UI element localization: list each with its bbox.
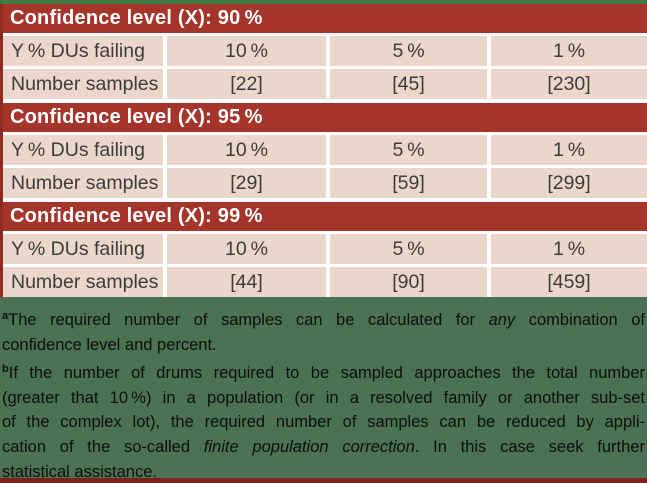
- footnote-b-line-2: (greater that 10 %) in a population (or …: [2, 386, 645, 411]
- table-row: Number samples [29] [59] [299]: [0, 168, 647, 198]
- footnote-text: cation of the so-called: [2, 437, 204, 456]
- number-samples-value: [459]: [491, 267, 647, 297]
- table-block-95: Confidence level (X): 95 % Y % DUs faili…: [0, 103, 647, 198]
- row-label-dus-failing: Y % DUs failing: [0, 135, 163, 165]
- table-row: Y % DUs failing 10 % 5 % 1 %: [0, 135, 647, 165]
- row-label-number-samples: Number samples: [0, 69, 163, 99]
- number-samples-value: [299]: [491, 168, 647, 198]
- table-row: Y % DUs failing 10 % 5 % 1 %: [0, 36, 647, 66]
- footnote-text: combination of: [515, 311, 645, 329]
- dus-failing-value: 1 %: [491, 135, 647, 165]
- row-label-dus-failing: Y % DUs failing: [0, 36, 163, 66]
- number-samples-value: [90]: [330, 267, 487, 297]
- footnote-text: . In this case seek further: [414, 437, 645, 456]
- dus-failing-value: 5 %: [330, 36, 487, 66]
- row-label-number-samples: Number samples: [0, 267, 163, 297]
- footnote-text: If the number of drums required to be sa…: [8, 364, 645, 383]
- footnote-b-marker: b: [2, 363, 9, 376]
- dus-failing-value: 5 %: [330, 135, 487, 165]
- number-samples-value: [230]: [491, 69, 647, 99]
- dus-failing-value: 10 %: [167, 36, 326, 66]
- table-row: Y % DUs failing 10 % 5 % 1 %: [0, 234, 647, 264]
- footnotes-section: aThe required number of samples can be c…: [0, 297, 647, 483]
- number-samples-value: [22]: [167, 69, 326, 99]
- table-row: Number samples [22] [45] [230]: [0, 69, 647, 99]
- block-99-header: Confidence level (X): 99 %: [0, 202, 647, 231]
- row-label-dus-failing: Y % DUs failing: [0, 234, 163, 264]
- dus-failing-value: 1 %: [491, 36, 647, 66]
- table-block-90: Confidence level (X): 90 % Y % DUs faili…: [0, 4, 647, 99]
- table-left-red-border: [0, 4, 3, 297]
- footnote-italic-finite-population-correction: finite population correction: [203, 437, 415, 456]
- footnote-text: statistical assistance.: [2, 462, 157, 481]
- footnote-a-marker: a: [2, 310, 9, 322]
- dus-failing-value: 10 %: [167, 234, 326, 264]
- dus-failing-value: 10 %: [167, 135, 326, 165]
- footnote-b-line-5: statistical assistance.: [2, 460, 645, 483]
- row-label-number-samples: Number samples: [0, 168, 163, 198]
- dus-failing-value: 1 %: [491, 234, 647, 264]
- table-row: Number samples [44] [90] [459]: [0, 267, 647, 297]
- footnote-b-line-3: of the complex lot), the required number…: [2, 410, 645, 435]
- footnote-text: (greater that 10 %) in a population (or …: [2, 388, 645, 407]
- footnote-a-line-1: aThe required number of samples can be c…: [2, 304, 645, 333]
- footnote-text: The required number of samples can be ca…: [8, 311, 489, 329]
- footnote-italic-any: any: [488, 311, 516, 329]
- number-samples-value: [45]: [330, 69, 487, 99]
- footnote-b-line-1: bIf the number of drums required to be s…: [2, 357, 645, 386]
- footnote-a-line-2: confidence level and percent.: [2, 333, 645, 358]
- footnote-b-line-4: cation of the so-called finite populatio…: [2, 435, 645, 460]
- number-samples-value: [59]: [330, 168, 487, 198]
- number-samples-value: [29]: [167, 168, 326, 198]
- confidence-tables: Confidence level (X): 90 % Y % DUs faili…: [0, 4, 647, 301]
- footnote-text: of the complex lot), the required number…: [2, 413, 645, 432]
- block-90-header: Confidence level (X): 90 %: [0, 4, 647, 33]
- number-samples-value: [44]: [167, 267, 326, 297]
- table-block-99: Confidence level (X): 99 % Y % DUs faili…: [0, 202, 647, 297]
- block-95-header: Confidence level (X): 95 %: [0, 103, 647, 132]
- footnote-text: confidence level and percent.: [2, 335, 217, 354]
- page-bottom-dark-strip: [0, 478, 647, 483]
- dus-failing-value: 5 %: [330, 234, 487, 264]
- page-top-green-strip: [0, 0, 647, 4]
